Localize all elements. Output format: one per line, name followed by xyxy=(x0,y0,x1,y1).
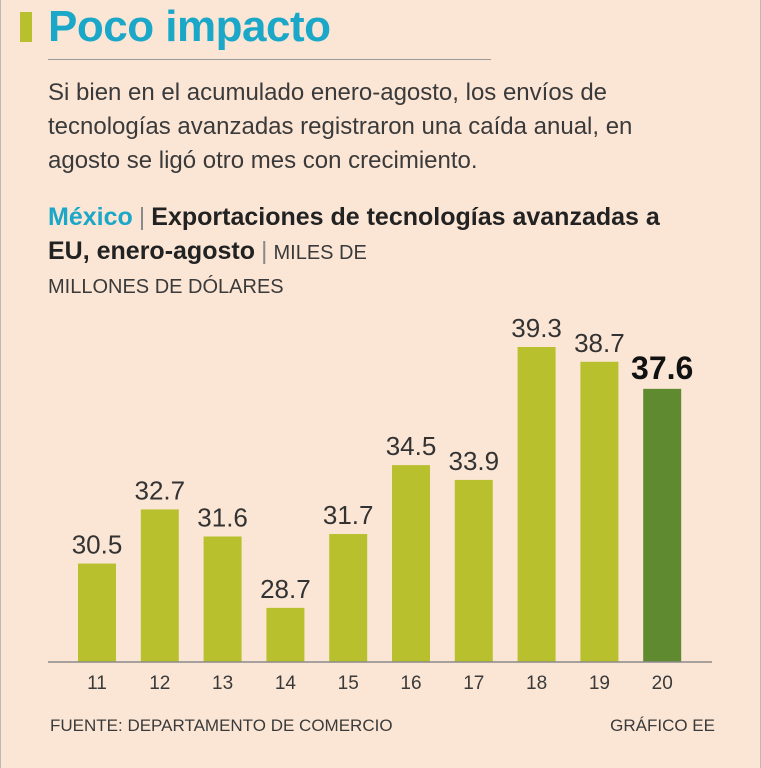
bar-chart: 30.5 11 32.7 12 31.6 13 28.7 14 31.7 15 34.5 16 33.9… xyxy=(48,313,712,694)
subtitle-units-2: MILLONES DE DÓLARES xyxy=(48,276,284,298)
graphic-credit: GRÁFICO EE xyxy=(610,716,715,735)
bar-16 xyxy=(392,465,430,662)
x-tick-label-18: 18 xyxy=(526,673,547,694)
x-tick-label-20: 20 xyxy=(652,673,673,694)
data-label-19: 38.7 xyxy=(574,328,625,358)
data-label-18: 39.3 xyxy=(511,313,562,343)
headline-rule xyxy=(48,59,491,60)
x-tick-label-17: 17 xyxy=(463,673,484,694)
bar-17 xyxy=(454,479,493,662)
x-tick-label-16: 16 xyxy=(400,673,421,694)
bar-20 xyxy=(643,388,682,662)
bar-14 xyxy=(266,607,305,662)
headline: Poco impacto xyxy=(48,2,331,51)
title-accent-bar xyxy=(20,12,32,42)
chart-subtitle: México | Exportaciones de tecnologías avan… xyxy=(48,200,708,304)
description: Si bien en el acumulado enero-agosto, lo… xyxy=(48,79,633,174)
subtitle-country: México xyxy=(48,203,133,231)
subtitle-separator-2: | xyxy=(260,237,268,265)
x-tick-label-12: 12 xyxy=(149,673,170,694)
bar-12 xyxy=(140,509,179,662)
subtitle-main: Exportaciones de tecnologías avanzadas a… xyxy=(48,203,660,265)
data-label-15: 31.7 xyxy=(323,500,374,530)
bar-11 xyxy=(78,563,116,662)
data-label-16: 34.5 xyxy=(386,431,437,461)
data-label-20: 37.6 xyxy=(631,350,693,386)
bar-19 xyxy=(580,361,619,662)
x-tick-label-11: 11 xyxy=(87,673,107,694)
x-tick-label-15: 15 xyxy=(338,673,359,694)
subtitle-units-1: MILES DE xyxy=(273,242,367,264)
bar-15 xyxy=(329,534,368,662)
source-note: FUENTE: DEPARTAMENTO DE COMERCIO xyxy=(50,716,393,735)
x-tick-label-13: 13 xyxy=(212,673,233,694)
data-label-14: 28.7 xyxy=(260,574,311,604)
data-label-13: 31.6 xyxy=(197,502,248,532)
subtitle-separator: | xyxy=(138,203,146,231)
data-label-17: 33.9 xyxy=(448,446,499,476)
data-label-12: 32.7 xyxy=(134,475,185,505)
x-tick-label-19: 19 xyxy=(589,673,610,694)
bar-18 xyxy=(517,347,556,662)
x-tick-label-14: 14 xyxy=(275,673,297,694)
data-label-11: 30.5 xyxy=(72,530,123,560)
bar-13 xyxy=(203,536,242,662)
